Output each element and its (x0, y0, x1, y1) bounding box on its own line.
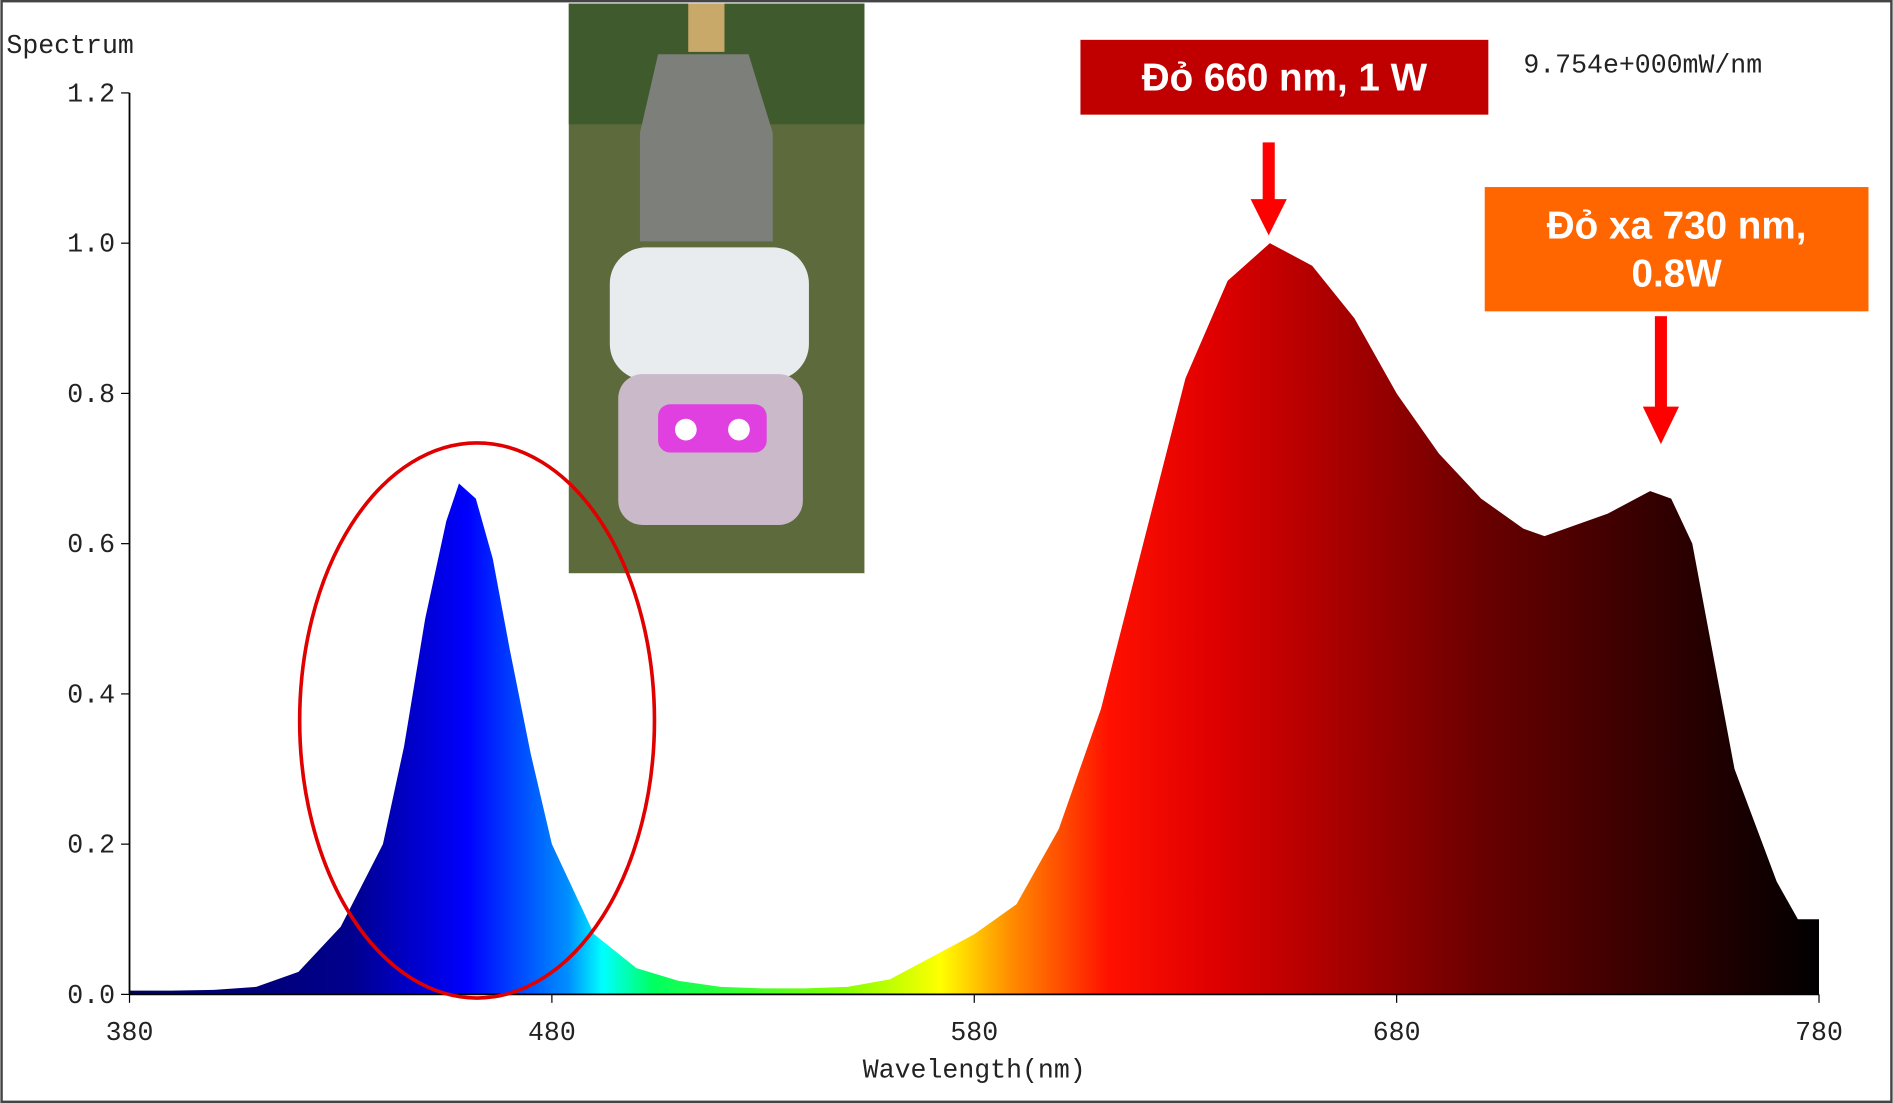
y-tick-label: 1.0 (67, 230, 115, 260)
spectrum-area (129, 243, 1820, 995)
y-tick-label: 0.2 (67, 831, 115, 861)
annotation-box (1484, 187, 1869, 312)
y-tick-label: 0.4 (67, 680, 115, 710)
y-tick-label: 0.8 (67, 380, 115, 410)
annotation-box (1080, 39, 1489, 115)
readout: 9.754e+000mW/nm (1523, 50, 1762, 80)
annotation-text: Đỏ 660 nm, 1 W (1142, 57, 1428, 100)
chart-title: Spectrum (6, 31, 133, 61)
annotation-text: 0.8W (1632, 253, 1723, 296)
x-axis-label: Wavelength(nm) (863, 1056, 1086, 1086)
x-tick-label: 480 (528, 1018, 576, 1048)
x-tick-label: 380 (106, 1018, 154, 1048)
arrows (1250, 142, 1680, 445)
y-tick-label: 0.6 (67, 530, 115, 560)
photo (568, 3, 865, 574)
x-tick-label: 680 (1373, 1018, 1421, 1048)
y-tick-label: 1.2 (67, 79, 115, 109)
annotation-text: Đỏ xa 730 nm, (1547, 204, 1807, 247)
x-tick-label: 780 (1795, 1018, 1843, 1048)
y-tick-label: 0.0 (67, 981, 115, 1011)
plot: 0.0 0.2 0.4 0.6 0.8 1.0 1.2 380 480 580 680 780 (67, 79, 1843, 1048)
x-tick-label: 580 (950, 1018, 998, 1048)
highlight-ellipse (297, 441, 657, 1000)
